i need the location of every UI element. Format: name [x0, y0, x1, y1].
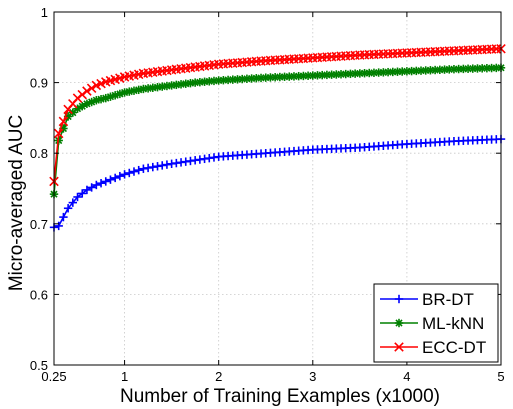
x-tick-label: 2 — [215, 369, 222, 384]
data-point — [153, 162, 162, 171]
data-point — [73, 192, 82, 202]
data-point — [82, 185, 92, 195]
data-point — [96, 179, 106, 188]
data-point — [53, 128, 64, 139]
data-point — [115, 171, 125, 181]
legend-item: ECC-DT — [380, 338, 486, 357]
y-tick-label: 1 — [41, 5, 48, 20]
data-point — [106, 175, 115, 184]
data-point — [101, 177, 110, 186]
x-axis-label: Number of Training Examples (x1000) — [120, 386, 440, 407]
data-point — [54, 221, 63, 231]
data-point — [72, 93, 83, 103]
series-ml-knn — [49, 63, 506, 199]
legend-label: BR-DT — [422, 290, 474, 309]
legend-label: ECC-DT — [422, 338, 486, 357]
data-point — [59, 212, 68, 222]
legend-item: ML-kNN — [380, 314, 484, 333]
data-point — [110, 173, 120, 183]
y-axis-label: Micro-averaged AUC — [6, 115, 27, 291]
y-tick-label: 0.7 — [30, 217, 48, 232]
plot-frame — [53, 11, 502, 366]
y-tick-label: 0.6 — [30, 287, 48, 302]
data-point — [86, 83, 97, 94]
x-tick-label: 5 — [497, 369, 504, 384]
legend: BR-DT ML-kNN ECC-DT — [373, 283, 499, 363]
series-br-dt — [49, 134, 506, 232]
legend-marker — [394, 318, 404, 328]
series-layer — [49, 43, 506, 232]
x-tick-label: 0.25 — [41, 369, 66, 384]
data-point — [148, 162, 158, 172]
data-point — [162, 160, 172, 169]
data-point — [139, 164, 148, 173]
data-point — [143, 163, 153, 173]
data-point — [92, 180, 101, 190]
y-tick-label: 0.5 — [30, 358, 48, 373]
series-ecc-dt — [49, 43, 506, 187]
axis-ticks: 0.25 1 2 3 4 5 0.5 0.6 0.7 0.8 0.9 1 — [30, 5, 505, 384]
y-tick-label: 0.8 — [30, 146, 48, 161]
data-point — [110, 91, 120, 100]
legend-marker — [394, 294, 404, 304]
data-point — [125, 168, 134, 178]
legend-item: BR-DT — [380, 290, 474, 309]
data-point — [129, 167, 139, 176]
x-tick-label: 1 — [121, 369, 128, 384]
data-point — [68, 198, 78, 207]
data-point — [87, 183, 96, 192]
data-point — [158, 161, 167, 170]
data-point — [77, 89, 87, 100]
data-point — [120, 170, 129, 179]
data-point — [134, 165, 143, 175]
data-point — [68, 108, 78, 117]
y-tick-label: 0.9 — [30, 76, 48, 91]
data-point — [82, 86, 92, 96]
x-tick-label: 3 — [309, 369, 316, 384]
data-point — [58, 116, 69, 127]
legend-label: ML-kNN — [422, 314, 484, 333]
x-tick-label: 4 — [403, 369, 410, 384]
legend-marker — [394, 342, 404, 352]
data-point — [78, 189, 87, 198]
data-point — [63, 204, 73, 213]
